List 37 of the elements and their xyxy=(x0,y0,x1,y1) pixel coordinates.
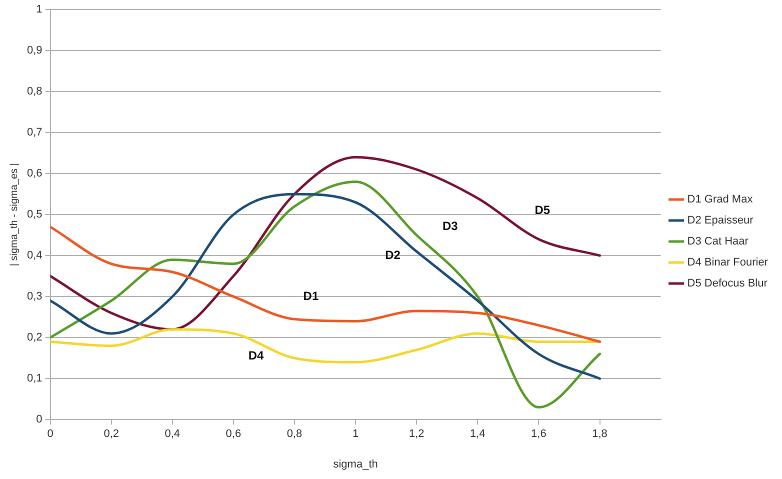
annotation: D5 xyxy=(534,202,550,217)
y-tick-label: 0,9 xyxy=(26,44,42,57)
y-tick-label: 1 xyxy=(36,4,42,16)
legend-label: D1 Grad Max xyxy=(687,194,754,206)
annotation: D4 xyxy=(248,348,264,362)
x-tick-label: 0 xyxy=(47,428,54,440)
line-series xyxy=(50,192,602,380)
y-tick-label: 0,4 xyxy=(26,250,42,262)
line-series xyxy=(50,328,602,364)
annotation: D3 xyxy=(442,219,458,234)
line-series xyxy=(50,180,602,409)
y-tick-label: 0 xyxy=(36,414,42,426)
annotation: D2 xyxy=(385,248,401,262)
x-tick-label: 0,6 xyxy=(226,428,242,440)
x-tick-label: 1,8 xyxy=(592,428,608,440)
x-tick-label: 1,2 xyxy=(408,428,424,440)
y-tick-label: 0,8 xyxy=(26,86,42,98)
y-tick-label: 0,5 xyxy=(26,208,42,221)
x-tick-label: 1,4 xyxy=(470,428,486,440)
line-series xyxy=(50,156,602,331)
x-tick-label: 1 xyxy=(352,428,359,440)
y-tick-label: 0,1 xyxy=(26,372,42,385)
y-tick-label: 0,6 xyxy=(26,168,42,180)
y-tick-label: 0,3 xyxy=(26,290,42,303)
legend-label: D4 Binar Fourier xyxy=(687,256,768,269)
annotation: D1 xyxy=(303,288,319,303)
x-tick-label: 1,6 xyxy=(531,428,546,440)
x-tick-label: 0,4 xyxy=(164,428,180,440)
x-tick-label: 0,8 xyxy=(286,428,302,440)
y-axis-title: | sigma_th - sigma_es | xyxy=(8,163,20,266)
x-tick-label: 0,2 xyxy=(104,428,119,440)
legend-label: D2 Epaisseur xyxy=(687,214,754,227)
legend-label: D3 Cat Haar xyxy=(687,236,749,248)
x-axis-title: sigma_th xyxy=(333,458,378,470)
y-tick-label: 0,2 xyxy=(26,332,42,344)
legend-label: D5 Defocus Blur xyxy=(687,278,768,290)
y-tick-label: 0,7 xyxy=(26,126,42,139)
